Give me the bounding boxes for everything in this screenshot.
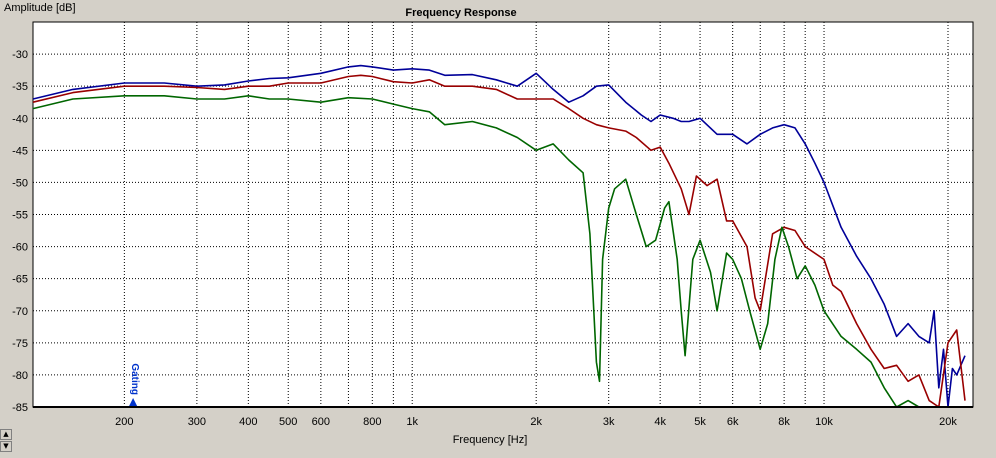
y-tick-label: -30 <box>12 49 28 61</box>
x-tick-label: 8k <box>778 416 790 428</box>
x-tick-label: 4k <box>654 416 666 428</box>
gating-marker[interactable]: Gating <box>129 363 140 406</box>
y-tick-label: -50 <box>12 177 28 189</box>
y-tick-label: -85 <box>12 402 28 414</box>
x-tick-label: 300 <box>188 416 206 428</box>
chart-title: Frequency Response <box>405 7 516 19</box>
scroll-up-button[interactable]: ▲ <box>0 429 12 440</box>
series-line-2 <box>32 74 966 408</box>
x-tick-label: 20k <box>939 416 957 428</box>
x-tick-label: 10k <box>815 416 833 428</box>
x-tick-label: 800 <box>363 416 381 428</box>
x-tick-label: 600 <box>312 416 330 428</box>
y-tick-label: -60 <box>12 242 28 254</box>
x-tick-label: 3k <box>603 416 615 428</box>
gating-label: Gating <box>129 363 140 395</box>
x-tick-label: 2k <box>530 416 542 428</box>
y-tick-label: -35 <box>12 81 28 93</box>
x-tick-label: 200 <box>115 416 133 428</box>
x-axis-label: Frequency [Hz] <box>453 434 528 446</box>
grid <box>33 22 973 407</box>
axes: -30 -35 -40 -45 -50 -55 -60 -65 -70 -75 -80 -85 200 3… <box>12 49 973 428</box>
y-tick-label: -40 <box>12 113 28 125</box>
x-tick-label: 500 <box>279 416 297 428</box>
x-tick-label: 5k <box>694 416 706 428</box>
x-tick-label: 6k <box>727 416 739 428</box>
y-tick-label: -55 <box>12 210 28 222</box>
x-tick-label: 400 <box>239 416 257 428</box>
x-tick-label: 1k <box>406 416 418 428</box>
y-tick-label: -45 <box>12 145 28 157</box>
series-group <box>32 64 966 408</box>
y-tick-label: -70 <box>12 306 28 318</box>
y-axis-label: Amplitude [dB] <box>4 2 76 14</box>
scroll-down-button[interactable]: ▼ <box>0 441 12 452</box>
y-tick-label: -75 <box>12 338 28 350</box>
y-tick-label: -65 <box>12 274 28 286</box>
gating-arrow-icon[interactable] <box>129 398 138 406</box>
series-line-3 <box>32 95 965 408</box>
series-line-1 <box>32 64 966 408</box>
y-tick-label: -80 <box>12 370 28 382</box>
